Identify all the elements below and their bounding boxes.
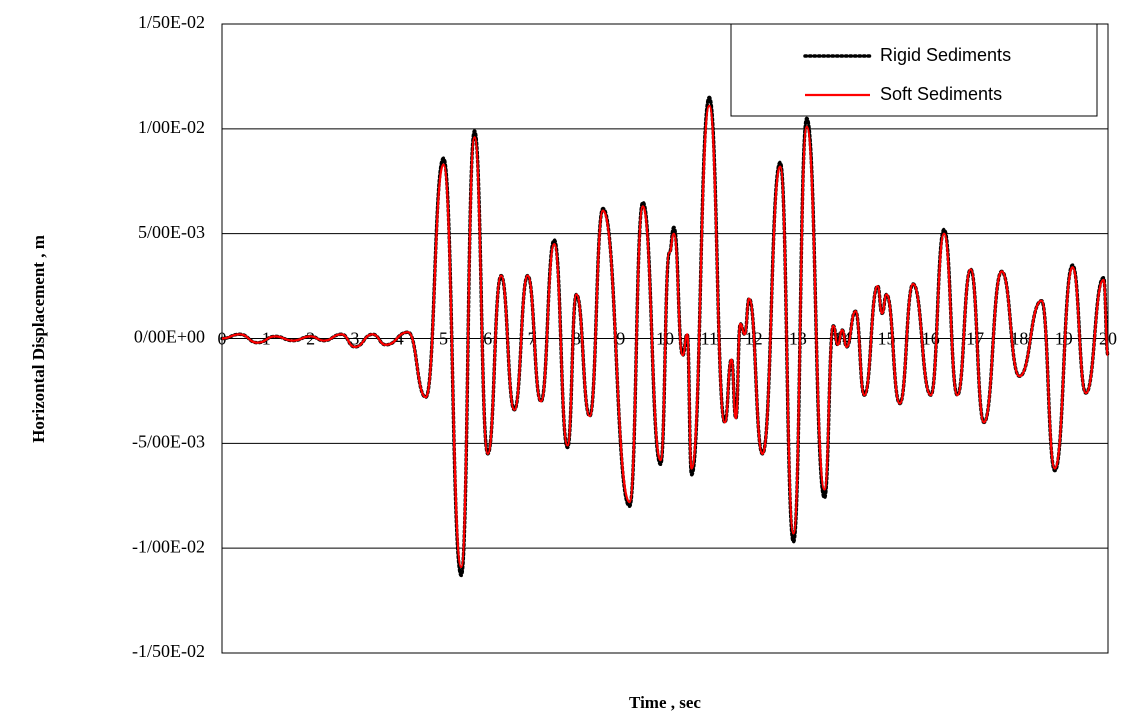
x-tick-label: 5 (439, 329, 448, 349)
x-tick-label: 13 (789, 329, 807, 349)
y-tick-label: 1/00E-02 (138, 117, 205, 137)
y-tick-label: -1/50E-02 (132, 641, 205, 661)
y-tick-label: -5/00E-03 (132, 431, 205, 451)
x-tick-label: 11 (701, 329, 718, 349)
x-axis-label: Time , sec (629, 693, 701, 712)
y-tick-label: 1/50E-02 (138, 12, 205, 32)
legend-label: Soft Sediments (880, 84, 1002, 104)
x-tick-label: 9 (616, 329, 625, 349)
x-tick-label: 6 (483, 329, 492, 349)
series-line (221, 104, 1110, 569)
x-tick-label: 4 (395, 329, 404, 349)
y-tick-label: 5/00E-03 (138, 222, 205, 242)
x-tick-label: 8 (572, 329, 581, 349)
x-tick-label: 17 (966, 329, 984, 349)
legend-label: Rigid Sediments (880, 45, 1011, 65)
legend-box (730, 23, 1098, 117)
x-tick-label: 2 (306, 329, 315, 349)
x-tick-label: 3 (350, 329, 359, 349)
x-tick-label: 7 (528, 329, 537, 349)
y-tick-label: -1/00E-02 (132, 536, 205, 556)
y-tick-label: 0/00E+00 (134, 327, 205, 347)
y-axis-label: Horizontal Displacement , m (29, 235, 48, 443)
x-tick-label: 18 (1010, 329, 1028, 349)
